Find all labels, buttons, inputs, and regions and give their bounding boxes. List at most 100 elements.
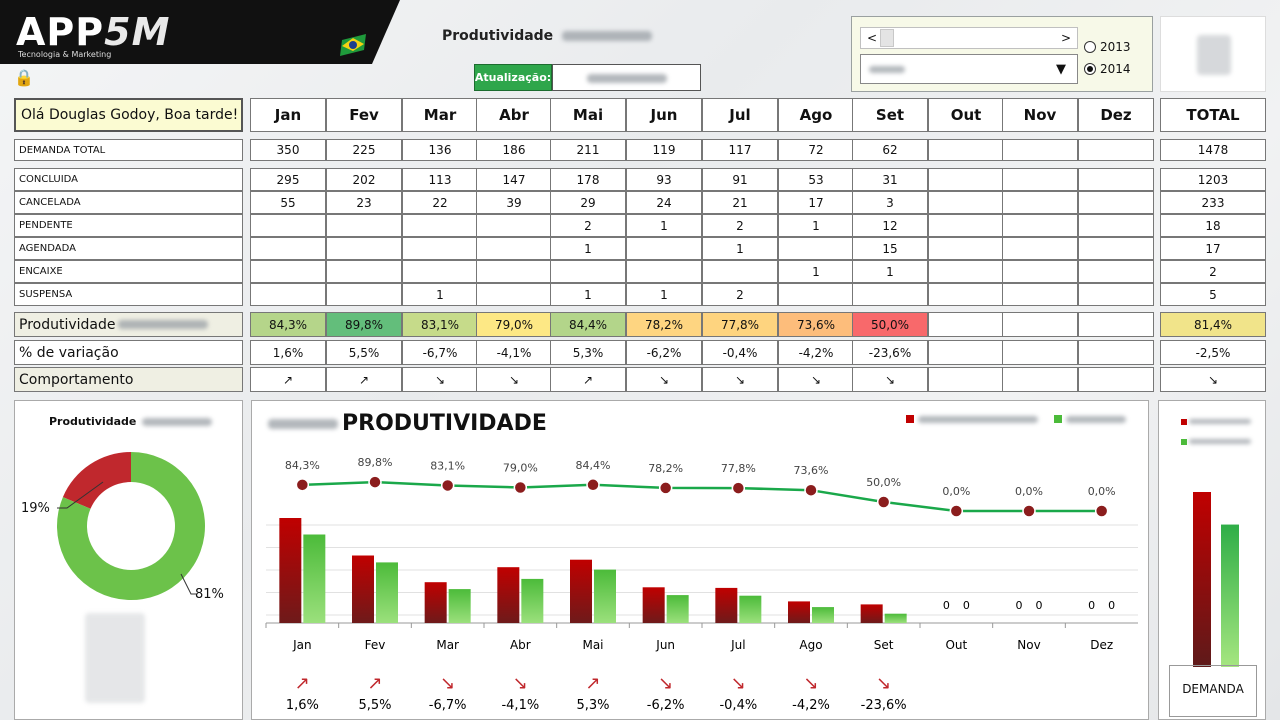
trend-arrow-icon [1002, 367, 1078, 392]
radio-year-2014[interactable]: 2014 [1084, 62, 1131, 76]
x-tick-label: Dez [1090, 638, 1113, 652]
total-cell: 81,4% [1160, 312, 1266, 337]
table-cell [928, 283, 1004, 306]
table-cell: 350 [250, 139, 326, 161]
table-cell: 22 [402, 191, 478, 214]
total-cell: -2,5% [1160, 340, 1266, 365]
table-cell: 2 [550, 214, 626, 237]
side-bar-demand [1193, 492, 1211, 667]
x-tick-label: Jun [655, 638, 675, 652]
lock-icon[interactable]: 🔒 [14, 68, 34, 87]
line-value-label: 73,6% [794, 464, 829, 477]
trend-arrow-icon: ↗ [326, 367, 402, 392]
x-tick-label: Jul [730, 638, 745, 652]
line-value-label: 79,0% [503, 462, 538, 475]
table-cell: 53 [778, 168, 854, 191]
table-cell [1078, 260, 1154, 283]
table-cell: 2 [702, 283, 778, 306]
variation-cell: 5,3% [550, 340, 626, 365]
page-title: Produtividade [442, 28, 653, 44]
line-value-label: 77,8% [721, 462, 756, 475]
line-marker [658, 481, 673, 495]
table-cell: 113 [402, 168, 478, 191]
line-marker [295, 478, 310, 492]
total-cell: 17 [1160, 237, 1266, 260]
variation-label: 5,3% [576, 698, 609, 713]
demand-side-panel: DEMANDA [1158, 400, 1266, 720]
line-marker [1094, 504, 1109, 518]
bar-value-label: 0 [1108, 599, 1115, 612]
month-header: Dez [1078, 98, 1154, 132]
table-cell [1002, 191, 1078, 214]
productivity-cell: 79,0% [476, 312, 552, 337]
table-cell: 117 [702, 139, 778, 161]
trend-arrow-icon: ↗ [295, 673, 310, 694]
line-marker [368, 475, 382, 489]
table-cell [928, 260, 1004, 283]
line-value-label: 84,4% [576, 459, 611, 472]
bar-demand [860, 604, 883, 623]
update-label: Atualização: [474, 64, 552, 91]
table-cell [852, 283, 928, 306]
trend-arrow-icon [1078, 367, 1154, 392]
bar-demand [352, 555, 374, 623]
table-cell [250, 214, 326, 237]
table-cell: 1 [852, 260, 928, 283]
table-cell: 15 [852, 237, 928, 260]
x-tick-label: Mai [582, 638, 603, 652]
radio-selected-icon[interactable] [1084, 63, 1096, 75]
table-cell [250, 283, 326, 306]
trend-arrow-icon: ↗ [585, 673, 600, 694]
table-cell: 1 [702, 237, 778, 260]
table-cell [1002, 237, 1078, 260]
x-tick-label: Ago [799, 638, 822, 652]
trend-arrow-icon: ↘ [852, 367, 928, 392]
month-header: Fev [326, 98, 402, 132]
bar-demand [642, 587, 665, 623]
period-scrollbar[interactable]: < > [860, 27, 1078, 49]
trend-arrow-icon: ↘ [513, 673, 528, 694]
total-cell: 233 [1160, 191, 1266, 214]
table-cell [326, 237, 402, 260]
table-cell: 72 [778, 139, 854, 161]
month-header: Mai [550, 98, 626, 132]
trend-arrow-icon: ↘ [626, 367, 702, 392]
productivity-cell: 78,2% [626, 312, 702, 337]
scroll-thumb[interactable] [880, 29, 894, 47]
total-header: TOTAL [1160, 98, 1266, 132]
row-label: PENDENTE [14, 214, 243, 237]
variation-cell: 5,5% [326, 340, 402, 365]
table-cell: 62 [852, 139, 928, 161]
radio-icon[interactable] [1084, 41, 1096, 53]
table-cell [402, 260, 478, 283]
table-cell [928, 191, 1004, 214]
bar-completed [812, 607, 834, 623]
table-cell [550, 260, 626, 283]
radio-year-2013[interactable]: 2013 [1084, 40, 1131, 54]
total-cell: 1478 [1160, 139, 1266, 161]
legend-red-swatch [906, 415, 914, 423]
line-marker [1022, 504, 1036, 518]
row-label: Comportamento [14, 367, 243, 392]
scroll-left-icon[interactable]: < [867, 31, 878, 45]
brazil-flag-icon [340, 34, 366, 56]
table-cell: 295 [250, 168, 326, 191]
demand-label: DEMANDA [1169, 665, 1257, 717]
scroll-right-icon[interactable]: > [1060, 31, 1071, 45]
line-value-label: 83,1% [430, 459, 465, 472]
variation-label: -6,7% [429, 698, 467, 713]
table-cell [402, 237, 478, 260]
table-cell: 147 [476, 168, 552, 191]
donut-slice-cancelled [62, 452, 131, 509]
table-cell: 29 [550, 191, 626, 214]
table-cell: 1 [626, 283, 702, 306]
chevron-down-icon[interactable]: ▼ [1056, 61, 1066, 77]
filter-combobox[interactable] [860, 54, 1078, 84]
bar-completed [884, 613, 907, 623]
variation-cell: -6,2% [626, 340, 702, 365]
table-cell [778, 237, 854, 260]
row-label: CANCELADA [14, 191, 243, 214]
side-bar-completed [1221, 524, 1239, 667]
variation-label: 5,5% [358, 698, 391, 713]
app-logo: APP5M [16, 10, 171, 54]
